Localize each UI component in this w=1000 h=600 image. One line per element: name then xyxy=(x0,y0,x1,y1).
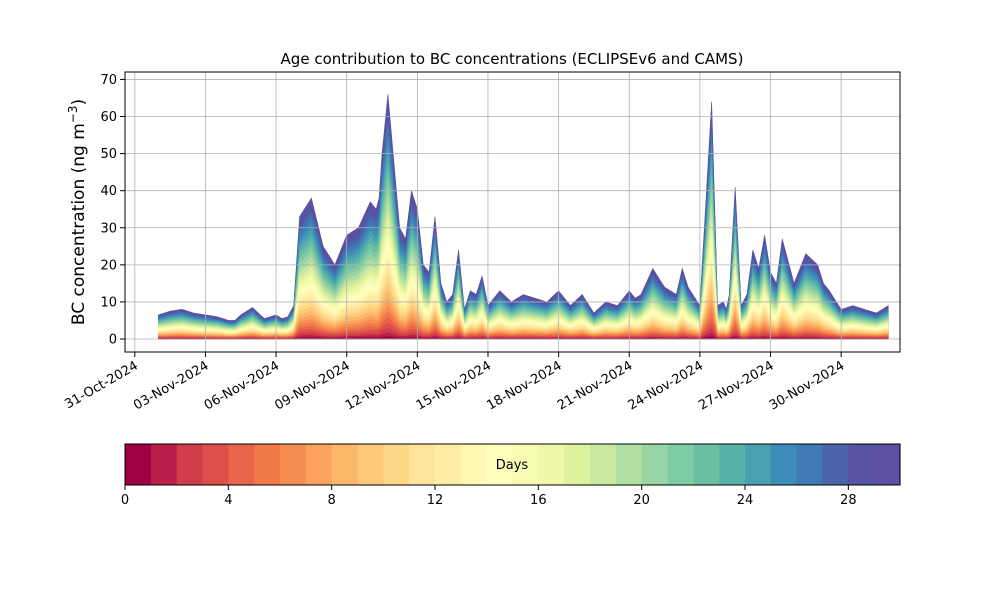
x-tick-label: 31-Oct-2024 xyxy=(62,358,140,412)
y-axis-label: BC concentration (ng m−3) xyxy=(66,99,89,325)
colorbar-swatch xyxy=(667,444,694,485)
x-tick-label: 06-Nov-2024 xyxy=(202,358,282,413)
colorbar-swatch xyxy=(383,444,410,485)
colorbar-tick-label: 4 xyxy=(224,493,232,508)
colorbar-label: Days xyxy=(496,458,529,473)
colorbar-swatch xyxy=(796,444,824,485)
x-tick-label: 09-Nov-2024 xyxy=(272,358,352,413)
colorbar-swatch xyxy=(254,444,281,485)
x-tick-label: 30-Nov-2024 xyxy=(767,358,847,413)
colorbar-tick-label: 20 xyxy=(633,493,650,508)
colorbar-tick-label: 12 xyxy=(427,493,444,508)
x-tick-label: 12-Nov-2024 xyxy=(343,358,423,413)
x-tick-label: 21-Nov-2024 xyxy=(555,358,635,413)
colorbar-swatch xyxy=(745,444,772,485)
colorbar-swatch xyxy=(460,444,488,485)
colorbar-tick-label: 24 xyxy=(737,493,754,508)
colorbar-tick-label: 28 xyxy=(840,493,857,508)
colorbar-swatch xyxy=(486,444,514,485)
x-axis-ticks: 31-Oct-202403-Nov-202406-Nov-202409-Nov-… xyxy=(62,352,847,413)
colorbar-tick-label: 16 xyxy=(530,493,547,508)
grid-lines xyxy=(125,72,900,352)
colorbar-swatch xyxy=(770,444,798,485)
x-tick-label: 18-Nov-2024 xyxy=(484,358,564,413)
colorbar-swatch xyxy=(331,444,359,485)
colorbar-swatch xyxy=(176,444,204,485)
y-tick-label: 70 xyxy=(100,73,117,88)
y-axis-label-close: ) xyxy=(69,99,89,106)
colorbar-swatch xyxy=(874,444,901,485)
colorbar-frame xyxy=(124,443,901,486)
colorbar-swatch xyxy=(564,444,591,485)
colorbar-swatch xyxy=(590,444,617,485)
colorbar-tick-label: 8 xyxy=(328,493,336,508)
colorbar-swatch xyxy=(641,444,669,485)
colorbar-swatch xyxy=(693,444,720,485)
colorbar-swatch xyxy=(202,444,229,485)
x-tick-label: 15-Nov-2024 xyxy=(414,358,494,413)
colorbar-swatch xyxy=(512,444,539,485)
stacked-age-areas xyxy=(158,94,889,340)
colorbar-tick-label: 0 xyxy=(121,493,129,508)
colorbar-swatch xyxy=(125,444,152,485)
colorbar-swatch xyxy=(538,444,565,485)
y-tick-label: 20 xyxy=(100,258,117,273)
colorbar-swatch xyxy=(435,444,462,485)
colorbar-swatch xyxy=(280,444,307,485)
y-axis-ticks: 0 10 20 30 40 50 60 70 xyxy=(100,73,125,348)
colorbar-swatch xyxy=(305,444,333,485)
x-tick-label: 24-Nov-2024 xyxy=(626,358,706,413)
y-axis-label-sup: −3 xyxy=(66,105,80,123)
colorbar-swatch xyxy=(357,444,384,485)
x-tick-label: 03-Nov-2024 xyxy=(131,358,211,413)
colorbar-swatch xyxy=(228,444,255,485)
y-tick-label: 60 xyxy=(100,110,117,125)
y-tick-label: 10 xyxy=(100,295,117,310)
colorbar-swatch xyxy=(848,444,875,485)
colorbar-swatch xyxy=(822,444,849,485)
chart-title: Age contribution to BC concentrations (E… xyxy=(281,50,744,68)
y-tick-label: 40 xyxy=(100,184,117,199)
plot-frame xyxy=(124,71,901,353)
colorbar-swatch xyxy=(615,444,643,485)
y-axis-label-text: BC concentration (ng m xyxy=(69,123,89,325)
colorbar-ticks: 0 4 8 12 16 20 24 28 xyxy=(121,485,857,508)
colorbar-swatch xyxy=(150,444,178,485)
y-tick-label: 50 xyxy=(100,147,117,162)
y-tick-label: 0 xyxy=(109,333,117,348)
y-tick-label: 30 xyxy=(100,221,117,236)
x-tick-label: 27-Nov-2024 xyxy=(696,358,776,413)
colorbar xyxy=(125,444,901,485)
colorbar-swatch xyxy=(719,444,746,485)
colorbar-swatch xyxy=(409,444,436,485)
